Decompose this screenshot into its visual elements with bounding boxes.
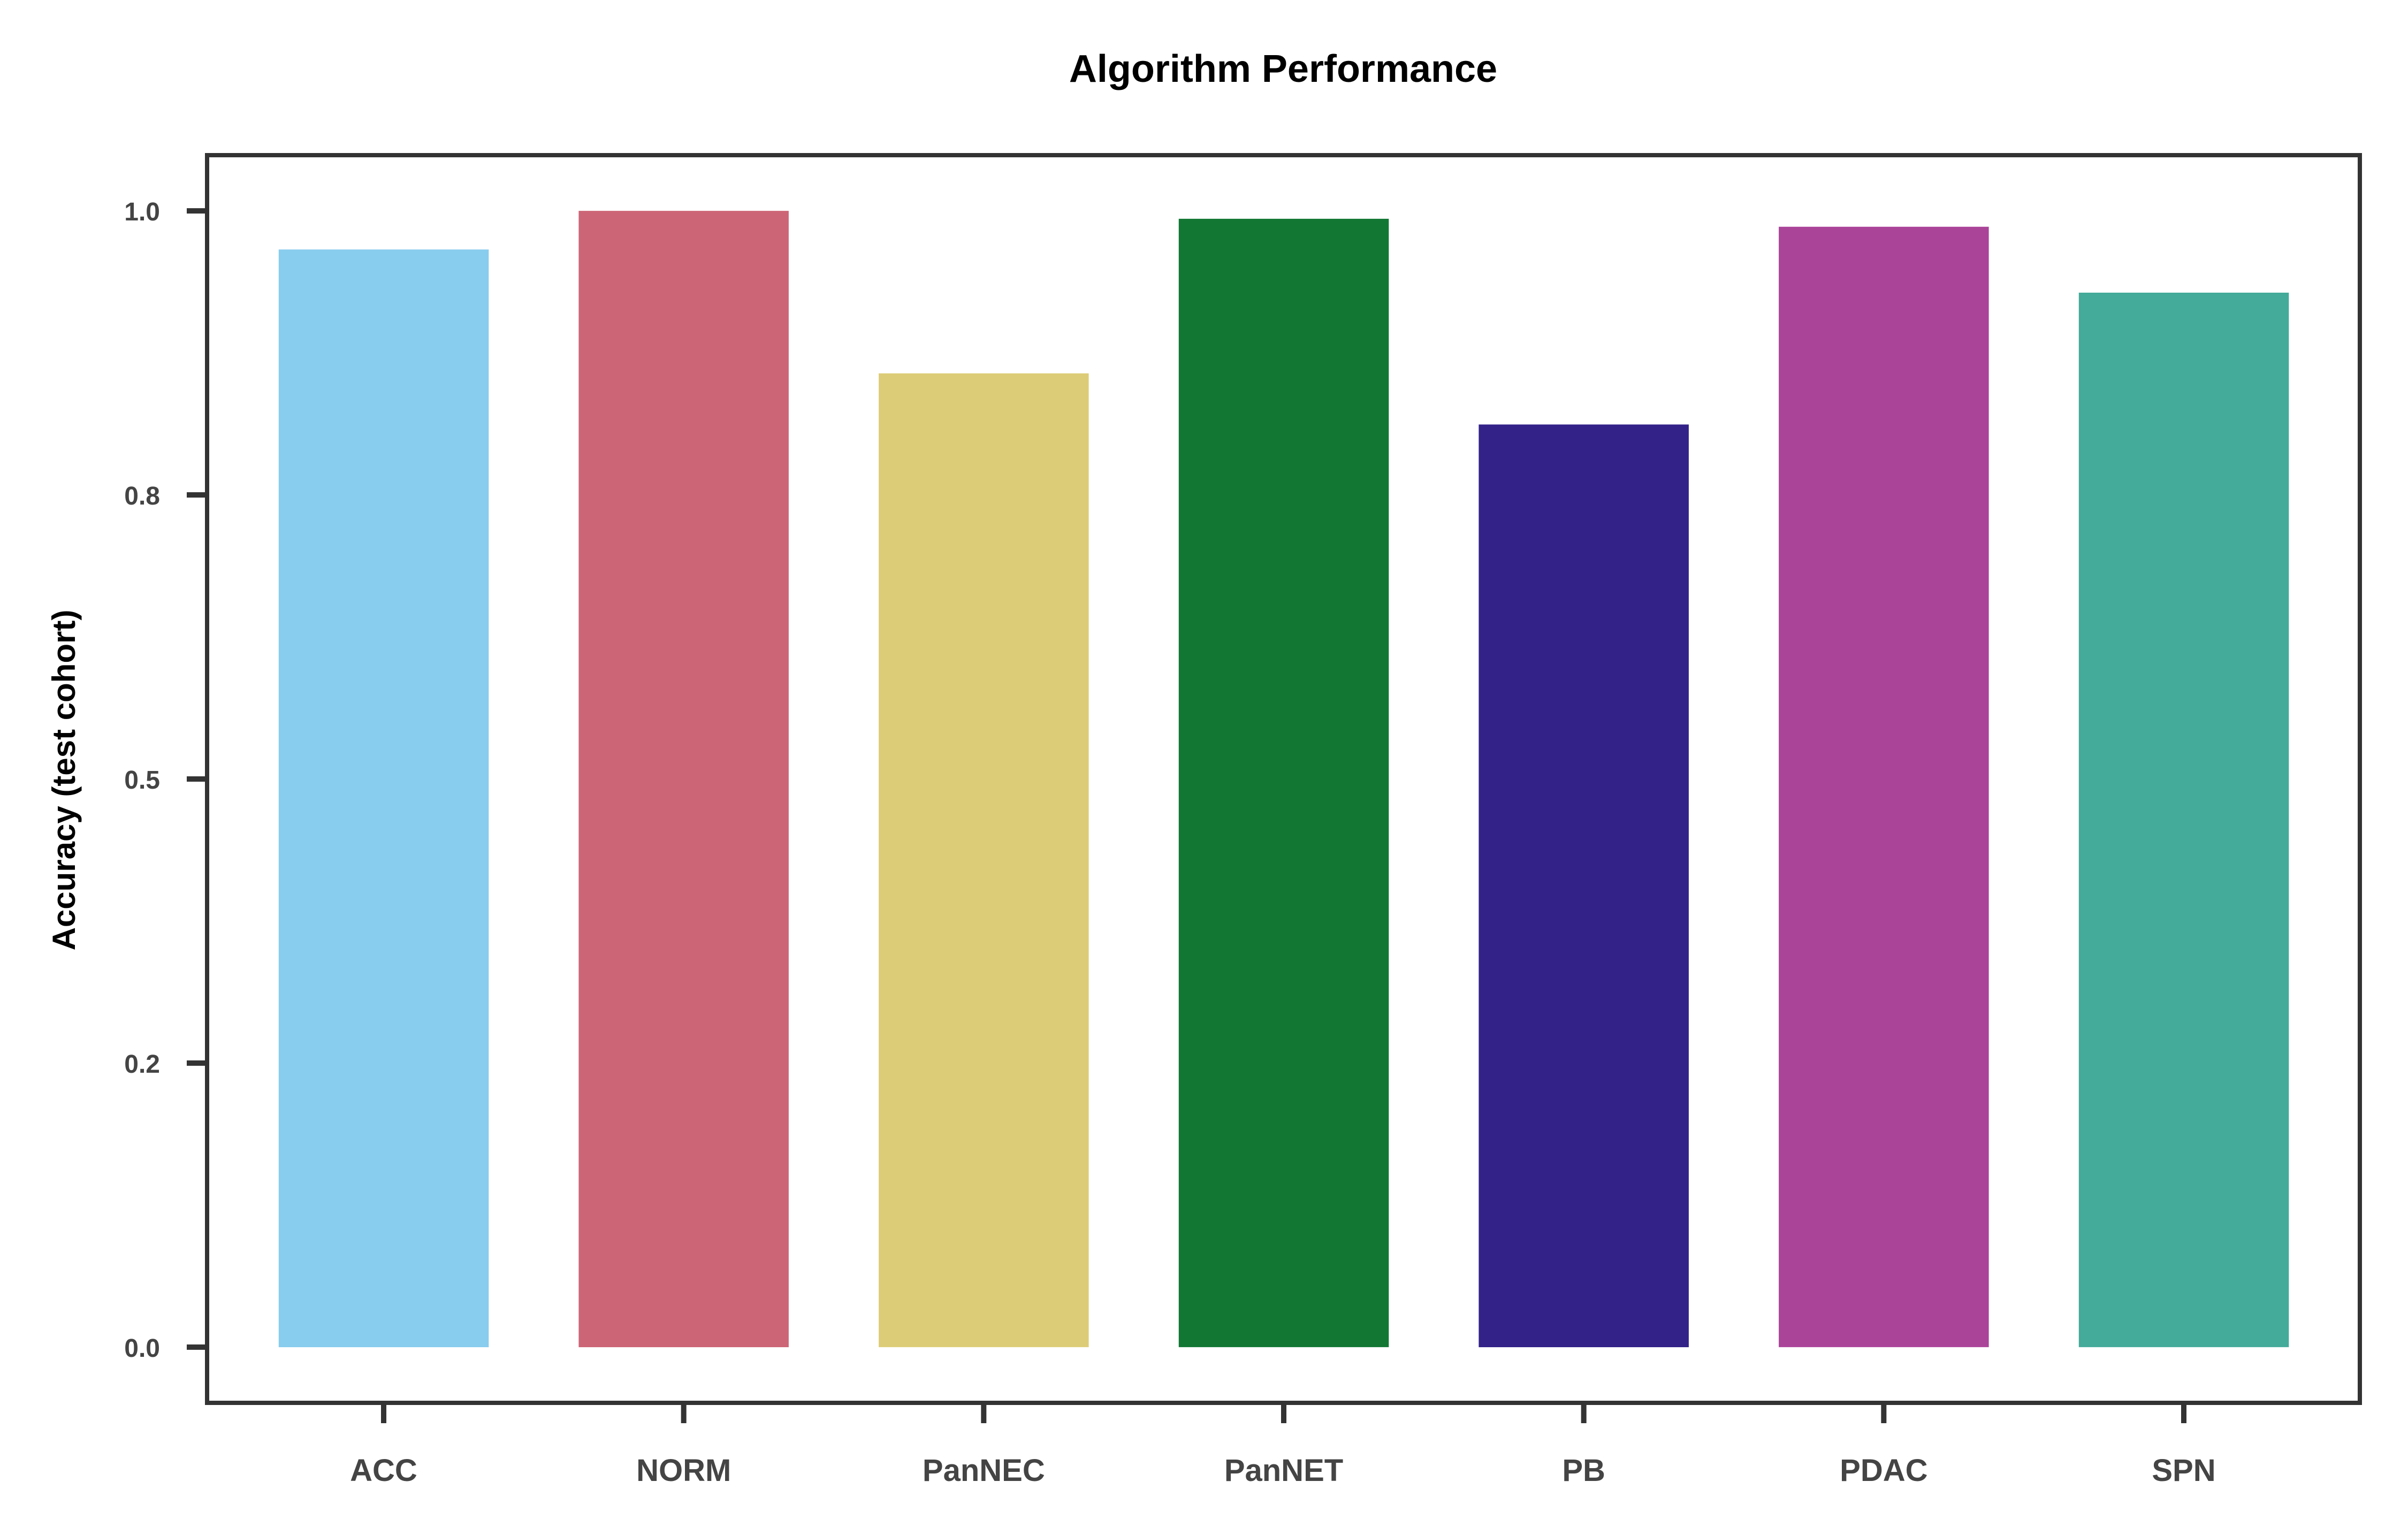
- bar-spn: [2078, 293, 2289, 1347]
- bar-pdac: [1779, 226, 1989, 1347]
- x-tick-label: ACC: [350, 1453, 417, 1488]
- x-tick-label: PanNEC: [923, 1453, 1045, 1488]
- bar-norm: [578, 211, 789, 1347]
- x-tick-label: PB: [1562, 1453, 1605, 1488]
- x-tick-label: PDAC: [1840, 1453, 1927, 1488]
- x-tick-label: NORM: [636, 1453, 731, 1488]
- bars-layer: [278, 211, 2289, 1347]
- y-tick-label: 0.5: [124, 766, 160, 795]
- x-tick-label: PanNET: [1224, 1453, 1343, 1488]
- bar-pannec: [879, 373, 1089, 1347]
- bar-pb: [1479, 424, 1689, 1347]
- ticks-layer: ACC NORM PanNEC PanNET PB PDAC SPN 0.0 0.2 0.5 0.8…: [124, 198, 2215, 1488]
- y-tick-label: 1.0: [124, 198, 160, 226]
- y-tick-label: 0.2: [124, 1050, 160, 1079]
- x-tick-label: SPN: [2152, 1453, 2215, 1488]
- y-tick-label: 0.8: [124, 482, 160, 510]
- y-tick-label: 0.0: [124, 1334, 160, 1363]
- chart-title: Algorithm Performance: [1069, 48, 1497, 90]
- bar-acc: [278, 249, 489, 1347]
- y-axis-label: Accuracy (test cohort): [46, 610, 82, 951]
- bar-pannet: [1178, 218, 1389, 1347]
